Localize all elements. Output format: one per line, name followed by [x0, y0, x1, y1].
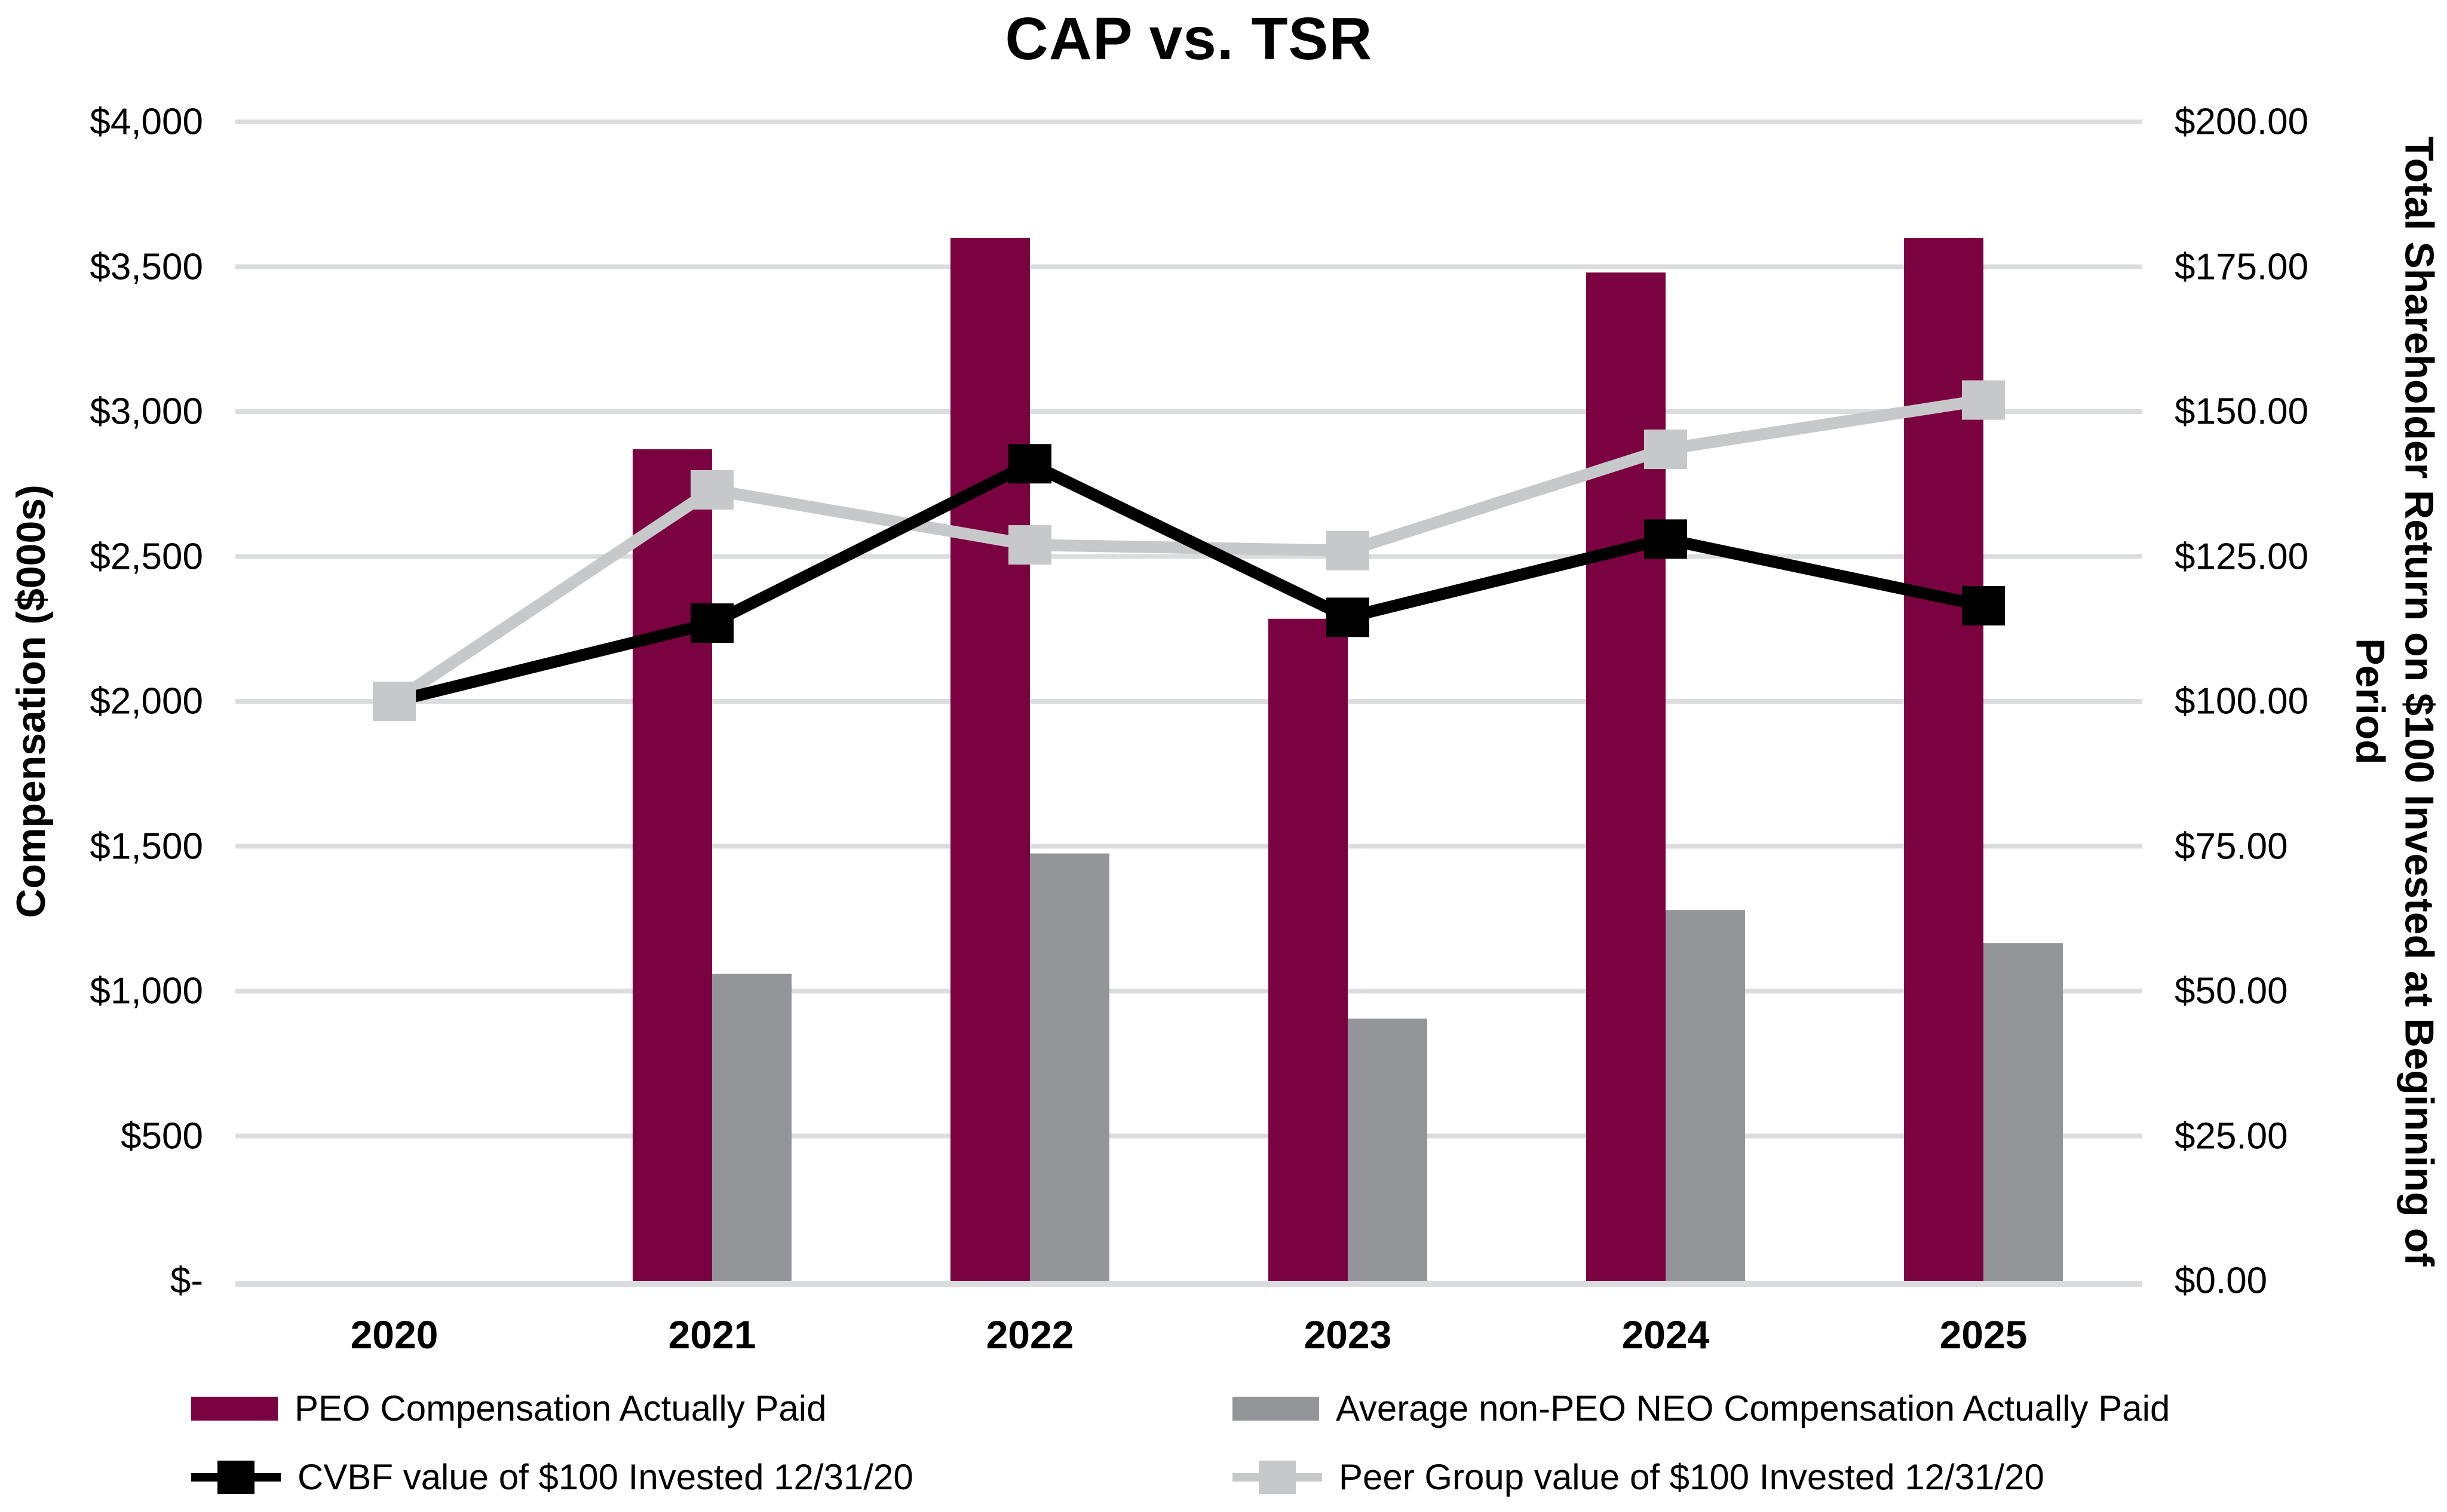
left-axis-tick: $3,000 [90, 391, 203, 433]
cvbf-marker-2025 [1962, 585, 2005, 625]
legend-label-peo: PEO Compensation Actually Paid [295, 1388, 827, 1428]
left-axis-title: Compensation ($000s) [8, 484, 54, 918]
gridline [235, 1133, 2142, 1139]
x-axis-line [235, 1281, 2142, 1287]
gridline [235, 554, 2142, 559]
bar-neo-2023 [1348, 1019, 1427, 1281]
legend-item-peer: Peer Group value of $100 Invested 12/31/… [1232, 1456, 2044, 1498]
x-axis-label-2023: 2023 [1304, 1312, 1392, 1357]
gridline [235, 119, 2142, 124]
right-axis-tick: $150.00 [2175, 391, 2309, 433]
legend-item-peo: PEO Compensation Actually Paid [191, 1388, 826, 1429]
left-axis-tick: $1,000 [90, 970, 203, 1012]
gridline [235, 699, 2142, 704]
cvbf-marker-2022 [1008, 444, 1051, 484]
right-axis-title-line2: Period [2348, 638, 2393, 765]
cvbf-marker-2023 [1326, 597, 1369, 637]
right-axis-tick: $175.00 [2175, 246, 2309, 287]
right-axis-tick: $75.00 [2175, 826, 2288, 867]
peer-line-swatch-marker [1259, 1460, 1296, 1494]
cvbf-marker-2024 [1644, 519, 1687, 559]
right-axis-title-line1: Total Shareholder Return on $100 Investe… [2396, 136, 2442, 1266]
right-axis-tick: $100.00 [2175, 680, 2309, 722]
peer-line [391, 394, 1985, 707]
left-axis-tick: $2,000 [90, 680, 203, 722]
peer-marker-2022 [1008, 525, 1051, 565]
peer-marker-2024 [1644, 430, 1687, 470]
x-axis-label-2020: 2020 [350, 1312, 439, 1357]
bar-neo-2021 [712, 973, 792, 1281]
peer-marker-2025 [1962, 380, 2005, 420]
left-axis-tick: $500 [121, 1115, 203, 1157]
left-axis-tick: $2,500 [90, 536, 203, 577]
peo-bar-swatch [191, 1396, 278, 1421]
legend-item-neo: Average non-PEO NEO Compensation Actuall… [1232, 1388, 2170, 1429]
right-axis-title: Total Shareholder Return on $100 Investe… [2345, 0, 2443, 1424]
x-axis-label-2025: 2025 [1939, 1312, 2028, 1357]
gridline [235, 989, 2142, 993]
cvbf-line-swatch [191, 1459, 281, 1496]
neo-bar-swatch [1232, 1396, 1319, 1421]
cvbf-marker-2021 [691, 603, 734, 643]
left-axis-tick: $1,500 [90, 826, 203, 867]
peer-line-swatch [1232, 1459, 1322, 1496]
left-axis-tick: $- [170, 1260, 203, 1302]
right-axis-tick: $25.00 [2175, 1115, 2288, 1157]
legend-label-cvbf: CVBF value of $100 Invested 12/31/20 [298, 1457, 913, 1497]
left-axis-tick: $4,000 [90, 101, 203, 143]
x-axis-label-2021: 2021 [668, 1312, 756, 1357]
x-axis-label-2024: 2024 [1621, 1312, 1710, 1357]
bar-peo-2022 [950, 238, 1030, 1281]
bar-peo-2024 [1586, 272, 1666, 1281]
x-axis-label-2022: 2022 [986, 1312, 1074, 1357]
chart-title: CAP vs. TSR [1005, 5, 1373, 72]
cvbf-line-swatch-marker [217, 1460, 254, 1494]
gridline [235, 264, 2142, 269]
peer-marker-2021 [691, 470, 734, 510]
legend-label-neo: Average non-PEO NEO Compensation Actuall… [1336, 1388, 2170, 1428]
gridline [235, 409, 2142, 414]
bar-peo-2023 [1268, 618, 1348, 1281]
bar-peo-2021 [633, 449, 712, 1281]
legend-label-peer: Peer Group value of $100 Invested 12/31/… [1339, 1457, 2044, 1497]
bar-neo-2025 [1983, 943, 2063, 1281]
right-axis-tick: $0.00 [2175, 1260, 2268, 1302]
left-axis-tick: $3,500 [90, 246, 203, 287]
legend-item-cvbf: CVBF value of $100 Invested 12/31/20 [191, 1456, 913, 1498]
right-axis-tick: $200.00 [2175, 101, 2309, 143]
bar-neo-2022 [1030, 853, 1109, 1281]
bar-neo-2024 [1666, 910, 1745, 1281]
peer-marker-2020 [373, 682, 416, 721]
right-axis-tick: $125.00 [2175, 536, 2309, 577]
gridline [235, 844, 2142, 849]
right-axis-tick: $50.00 [2175, 970, 2288, 1012]
peer-marker-2023 [1326, 530, 1369, 571]
cvbf-line [392, 457, 1985, 707]
